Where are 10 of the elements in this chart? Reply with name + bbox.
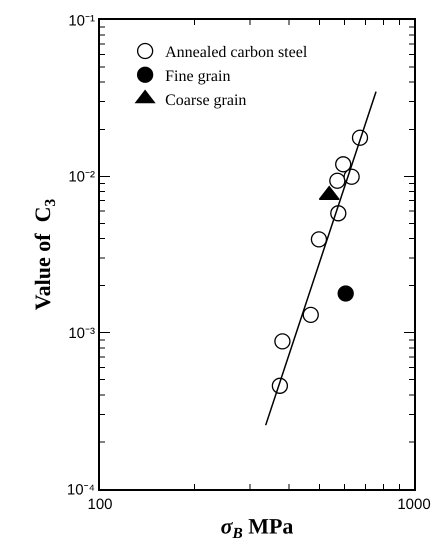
y-tick-label: 10⁻³ bbox=[68, 324, 95, 342]
y-tick-label: 10⁻² bbox=[68, 168, 95, 186]
x-tick-label: 1000 bbox=[397, 496, 431, 513]
legend-label: Coarse grain bbox=[165, 92, 246, 109]
y-tick-label: 10⁻⁴ bbox=[66, 481, 95, 498]
x-tick-label: 100 bbox=[87, 496, 113, 513]
legend-label: Annealed carbon steel bbox=[165, 44, 308, 62]
legend-label: Fine grain bbox=[165, 68, 230, 86]
y-tick-label: 10⁻¹ bbox=[68, 12, 95, 30]
x-axis-title: σ$_{B}$ MPa bbox=[220, 513, 294, 542]
